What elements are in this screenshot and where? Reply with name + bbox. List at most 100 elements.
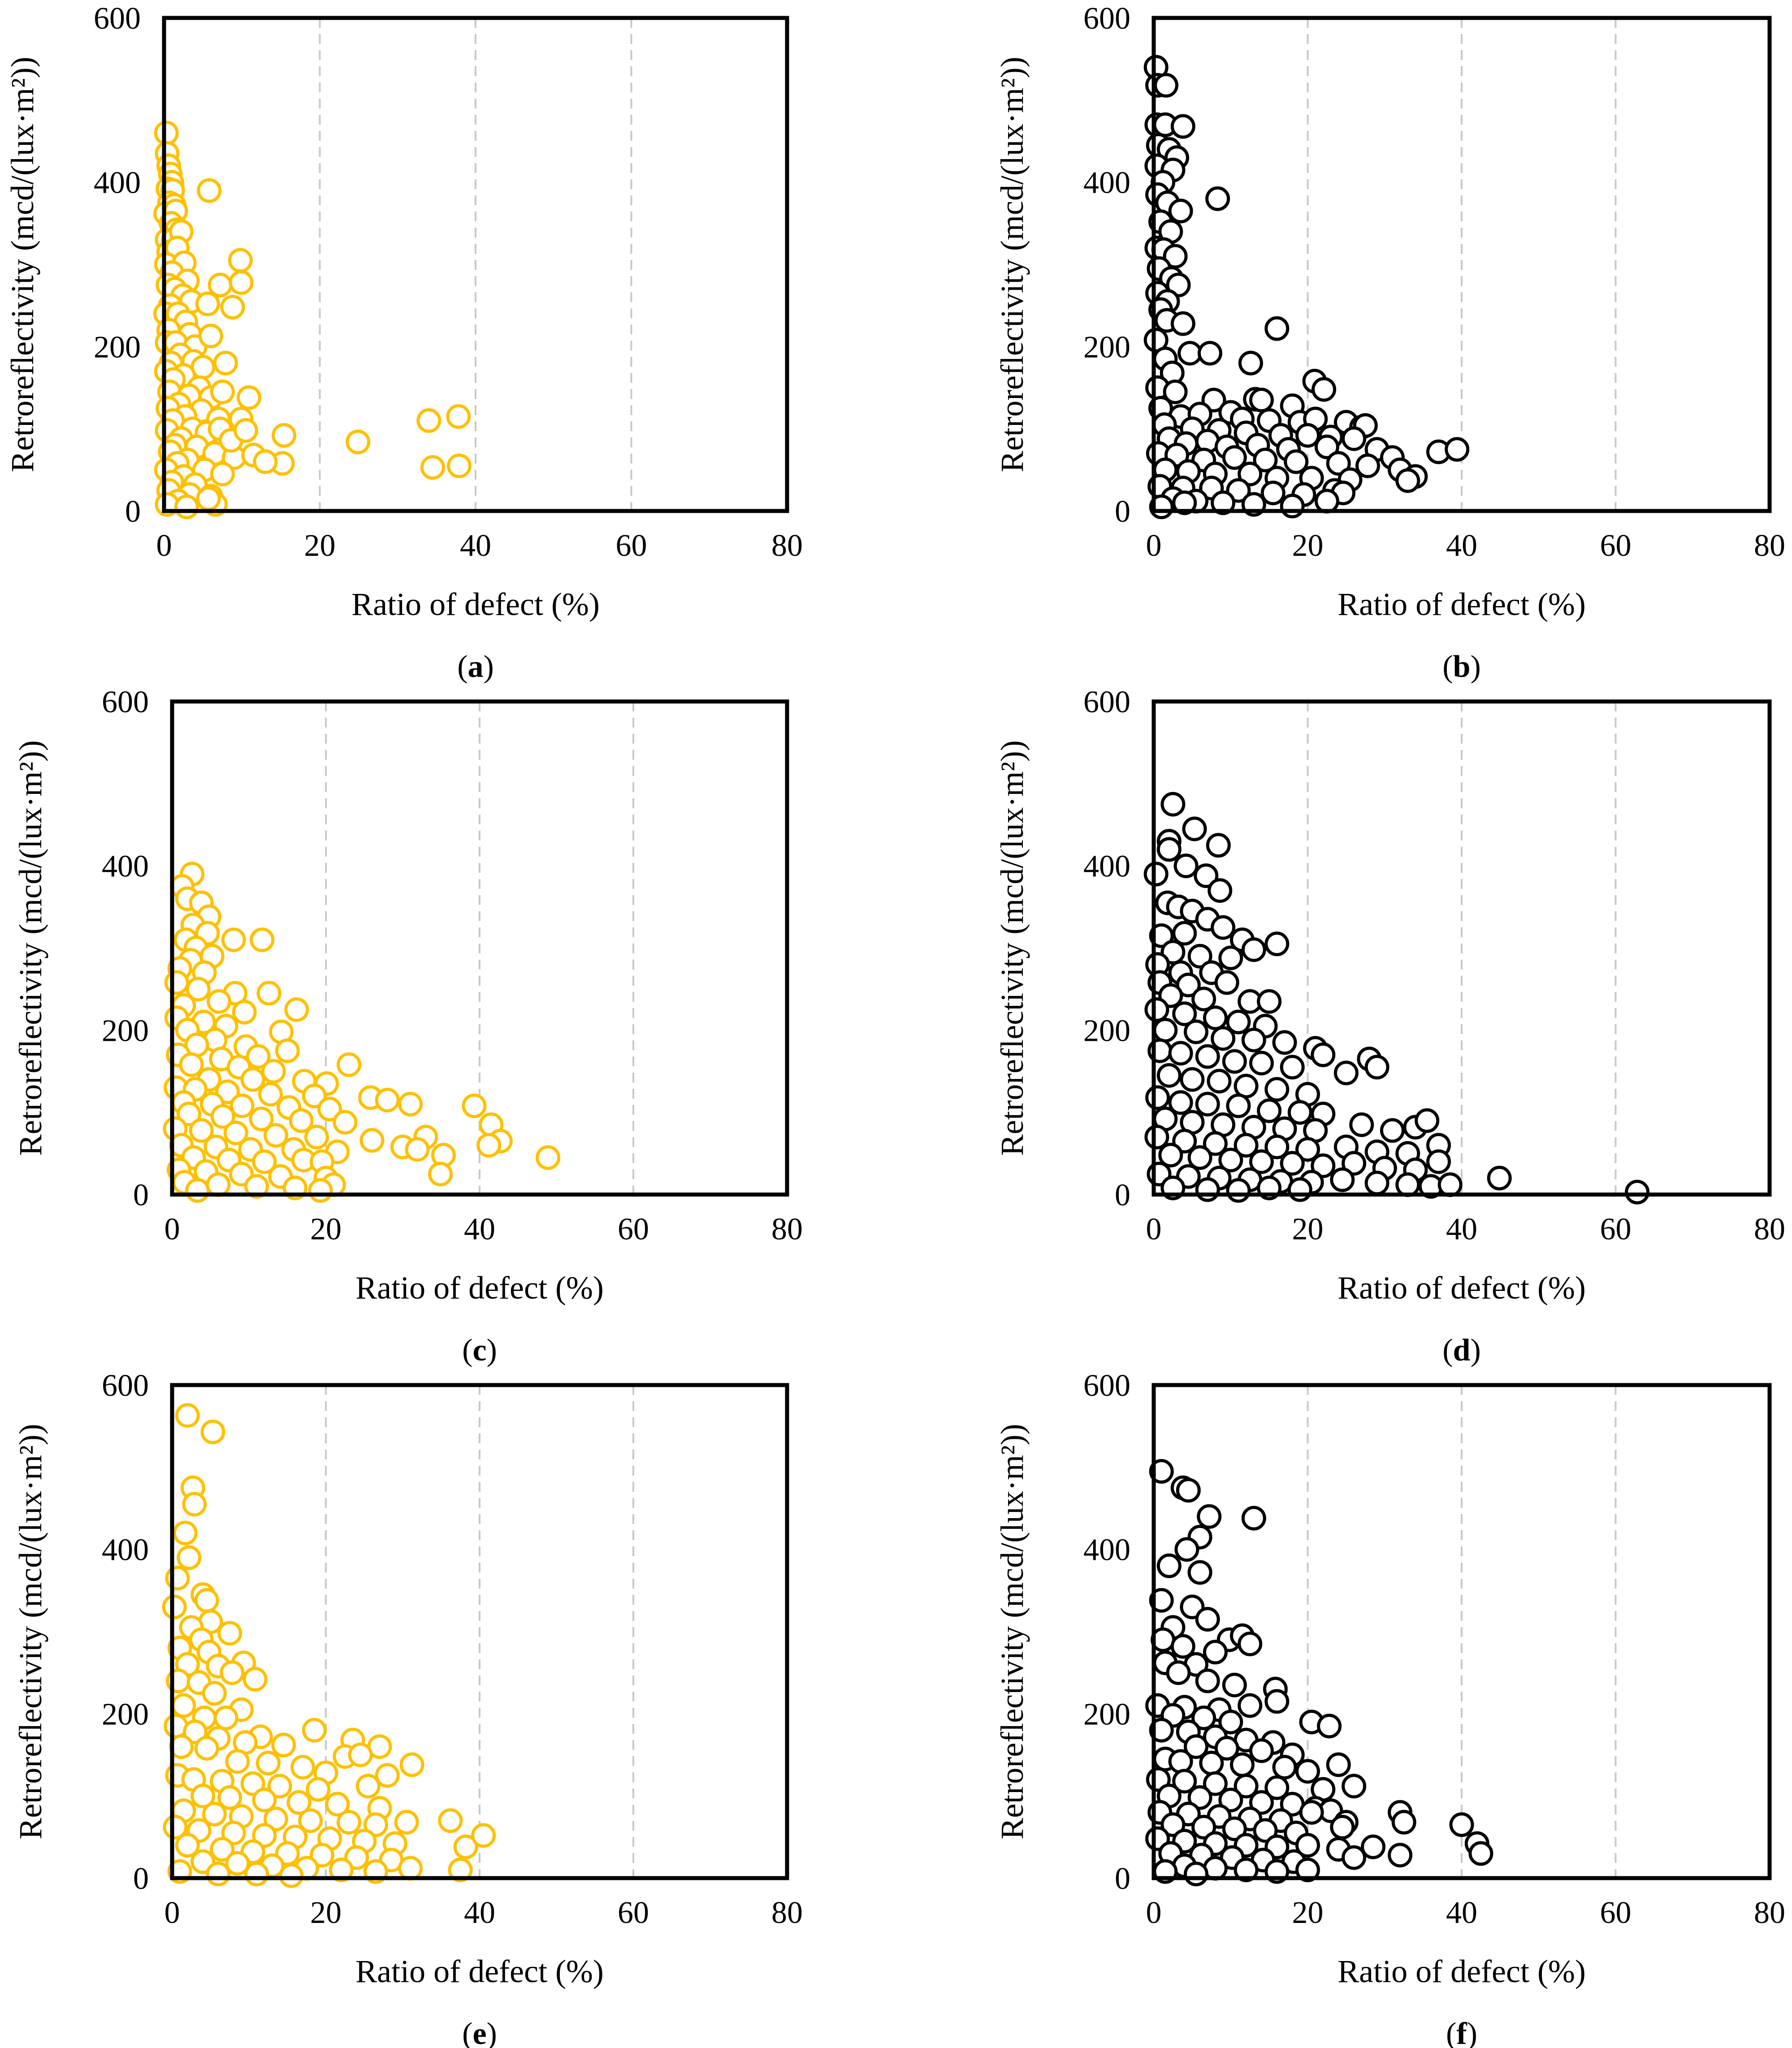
data-point xyxy=(1149,1459,1174,1484)
data-point xyxy=(162,1594,187,1619)
data-point xyxy=(375,1087,400,1113)
data-point xyxy=(1311,1153,1336,1178)
y-tick-label: 200 xyxy=(94,330,141,364)
data-point xyxy=(1230,1752,1255,1777)
data-point xyxy=(279,1863,304,1888)
x-tick-label: 0 xyxy=(1146,1212,1162,1247)
data-points xyxy=(1145,1459,1493,1887)
data-point xyxy=(1156,1553,1182,1578)
x-tick-label: 40 xyxy=(460,528,491,563)
data-point xyxy=(1187,1785,1212,1810)
data-point xyxy=(1287,1177,1312,1202)
data-point xyxy=(1314,434,1339,459)
y-tick-label: 0 xyxy=(1115,494,1130,529)
y-tick-label: 200 xyxy=(1083,330,1130,364)
x-tick-label: 40 xyxy=(1446,1896,1477,1930)
y-tick-label: 200 xyxy=(102,1013,149,1048)
data-point xyxy=(1168,1090,1193,1115)
data-point xyxy=(1144,1125,1169,1150)
data-point xyxy=(1295,1857,1320,1883)
data-point xyxy=(416,408,442,433)
x-tick-label: 20 xyxy=(1292,1896,1324,1930)
panel-caption: (c) xyxy=(462,1333,497,1368)
data-point xyxy=(190,1784,216,1809)
data-point xyxy=(298,1808,323,1833)
x-tick-label: 80 xyxy=(771,528,803,563)
data-point xyxy=(306,1777,331,1802)
x-tick-label: 0 xyxy=(164,1896,180,1930)
data-point xyxy=(453,1834,478,1859)
data-point xyxy=(164,970,189,995)
data-point xyxy=(1195,1607,1220,1632)
data-point xyxy=(1238,462,1263,486)
data-point xyxy=(1144,997,1169,1022)
x-axis-title: Ratio of defect (%) xyxy=(351,586,600,622)
x-tick-label: 20 xyxy=(1292,528,1324,563)
x-tick-label: 60 xyxy=(616,528,647,563)
data-point xyxy=(375,1763,400,1788)
data-point xyxy=(1226,1093,1251,1118)
data-point xyxy=(1264,1134,1290,1160)
data-point xyxy=(163,1814,188,1840)
y-tick-label: 600 xyxy=(102,1368,149,1403)
x-axis-title: Ratio of defect (%) xyxy=(355,1270,604,1306)
data-point xyxy=(1260,481,1286,506)
data-point xyxy=(1166,1660,1191,1685)
data-point xyxy=(206,1172,231,1197)
data-point xyxy=(179,1052,204,1077)
data-point xyxy=(1625,1180,1650,1204)
data-point xyxy=(1195,1044,1220,1069)
x-tick-label: 80 xyxy=(771,1212,803,1247)
y-tick-label: 400 xyxy=(94,166,141,200)
data-point xyxy=(198,324,223,348)
data-point xyxy=(1184,1019,1208,1044)
data-point xyxy=(1160,792,1186,817)
x-tick-label: 60 xyxy=(1600,528,1632,563)
data-point xyxy=(1295,423,1320,448)
data-point xyxy=(1295,1833,1320,1858)
y-tick-label: 0 xyxy=(1115,1862,1130,1896)
data-point xyxy=(308,1178,333,1203)
data-point xyxy=(1272,1755,1297,1780)
y-tick-label: 600 xyxy=(102,685,149,719)
data-point xyxy=(1177,341,1203,366)
data-point xyxy=(428,1161,453,1186)
data-point xyxy=(1180,1067,1205,1092)
data-point xyxy=(1195,1177,1220,1202)
data-point xyxy=(202,1801,227,1827)
plot-frame xyxy=(1151,699,1772,1197)
data-point xyxy=(1176,973,1201,997)
data-point xyxy=(1330,1167,1355,1192)
data-point xyxy=(240,1067,265,1092)
data-point xyxy=(1449,1812,1474,1837)
data-point xyxy=(1214,1736,1239,1761)
x-tick-label: 80 xyxy=(1754,1212,1785,1247)
data-point xyxy=(1364,1170,1389,1195)
data-point xyxy=(1312,377,1337,402)
y-tick-label: 600 xyxy=(94,1,141,36)
data-point xyxy=(1238,1693,1263,1718)
panel-letter: e xyxy=(472,2017,486,2048)
y-tick-label: 600 xyxy=(1083,1,1130,36)
data-point xyxy=(244,1862,269,1887)
x-tick-label: 40 xyxy=(464,1896,495,1930)
x-axis-title: Ratio of defect (%) xyxy=(1338,586,1586,622)
data-point xyxy=(217,1621,242,1646)
data-point xyxy=(1388,1843,1413,1868)
data-point xyxy=(252,1823,277,1848)
data-point xyxy=(448,1857,473,1883)
data-point xyxy=(302,1083,327,1108)
data-point xyxy=(185,1178,210,1203)
data-point xyxy=(1234,1857,1259,1883)
data-point xyxy=(1437,1172,1463,1197)
data-point xyxy=(1218,1710,1243,1735)
data-point xyxy=(186,977,211,1002)
data-point xyxy=(1211,1026,1236,1051)
data-point xyxy=(1218,1147,1243,1173)
data-point xyxy=(1226,1009,1251,1035)
data-point xyxy=(171,1693,196,1718)
data-point xyxy=(225,1749,250,1774)
data-point xyxy=(194,1588,219,1613)
chart-panel-f: 0 20 40 60 80 0 200 400 600 Ratio of defect (%) Re… xyxy=(994,1368,1785,2048)
data-point xyxy=(1426,1149,1451,1174)
